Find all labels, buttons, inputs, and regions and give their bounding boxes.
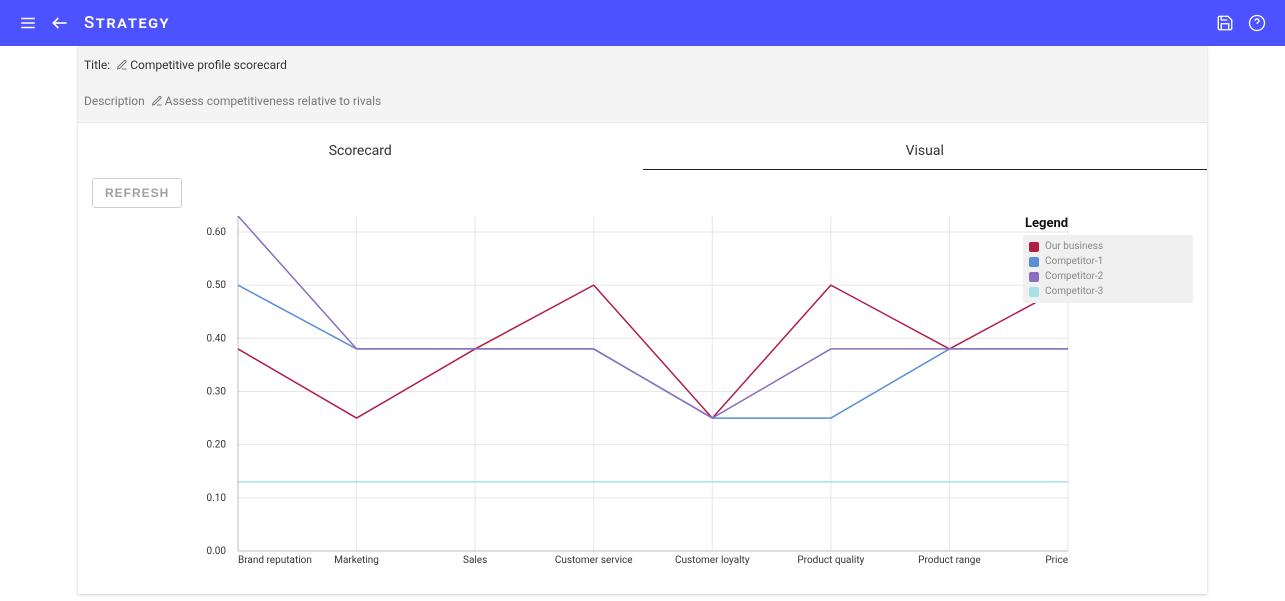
hamburger-icon [19, 14, 37, 32]
legend-swatch [1029, 242, 1039, 252]
legend-swatch [1029, 257, 1039, 267]
scorecard-card: Title: Competitive profile scorecard Des… [78, 46, 1207, 594]
svg-text:0.50: 0.50 [207, 280, 227, 291]
back-button[interactable] [44, 7, 76, 39]
svg-text:Customer loyalty: Customer loyalty [675, 555, 750, 566]
edit-description-icon[interactable] [151, 95, 163, 107]
legend-item[interactable]: Competitor-3 [1029, 284, 1187, 299]
tabs: Scorecard Visual [78, 133, 1207, 170]
tab-visual[interactable]: Visual [643, 133, 1208, 170]
legend-label: Competitor-2 [1045, 271, 1103, 282]
legend-swatch [1029, 272, 1039, 282]
svg-text:0.20: 0.20 [207, 440, 227, 451]
title-label: Title: [84, 58, 110, 72]
refresh-button[interactable]: REFRESH [92, 178, 182, 208]
legend-label: Our business [1045, 241, 1103, 252]
legend-title: Legend [1023, 216, 1193, 231]
line-chart: 0.00 0.10 0.20 0.30 0.40 0.50 0.60 Brand reputa… [78, 216, 1078, 576]
title-value[interactable]: Competitive profile scorecard [130, 58, 287, 72]
save-icon [1216, 14, 1234, 32]
tab-scorecard[interactable]: Scorecard [78, 133, 643, 170]
legend-swatch [1029, 287, 1039, 297]
card-header: Title: Competitive profile scorecard Des… [78, 46, 1207, 123]
legend-item[interactable]: Competitor-1 [1029, 254, 1187, 269]
svg-text:Marketing: Marketing [334, 555, 379, 566]
svg-text:Sales: Sales [463, 555, 487, 566]
svg-text:0.10: 0.10 [207, 493, 227, 504]
svg-text:0.40: 0.40 [207, 333, 227, 344]
svg-text:Price: Price [1045, 555, 1068, 566]
svg-text:Product range: Product range [918, 555, 981, 566]
legend-item[interactable]: Competitor-2 [1029, 269, 1187, 284]
edit-title-icon[interactable] [116, 59, 128, 71]
svg-text:Product quality: Product quality [797, 555, 864, 566]
svg-text:Customer service: Customer service [555, 555, 633, 566]
top-bar: Strategy [0, 0, 1285, 46]
svg-text:0.30: 0.30 [207, 386, 227, 397]
svg-text:0.00: 0.00 [207, 546, 227, 557]
page-title: Strategy [84, 13, 170, 33]
help-icon [1248, 14, 1266, 32]
legend-label: Competitor-1 [1045, 256, 1103, 267]
svg-text:0.60: 0.60 [207, 227, 227, 238]
help-button[interactable] [1241, 7, 1273, 39]
save-button[interactable] [1209, 7, 1241, 39]
svg-text:Brand reputation: Brand reputation [238, 555, 312, 566]
chart-container: 0.00 0.10 0.20 0.30 0.40 0.50 0.60 Brand reputa… [78, 216, 1207, 594]
legend: Legend Our business Competitor-1 Competito… [1023, 216, 1193, 303]
description-label: Description [84, 94, 145, 108]
menu-button[interactable] [12, 7, 44, 39]
arrow-left-icon [50, 13, 70, 33]
description-value[interactable]: Assess competitiveness relative to rival… [165, 94, 382, 108]
legend-item[interactable]: Our business [1029, 239, 1187, 254]
legend-label: Competitor-3 [1045, 286, 1103, 297]
